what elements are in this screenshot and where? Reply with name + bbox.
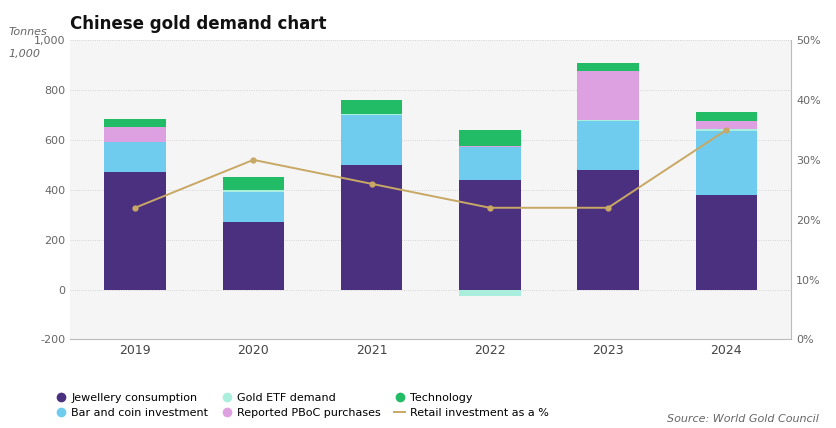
Bar xyxy=(341,100,402,114)
Bar xyxy=(696,195,757,290)
Text: Tonnes: Tonnes xyxy=(8,27,48,37)
Bar xyxy=(578,71,639,120)
Bar xyxy=(459,146,521,147)
Bar xyxy=(341,165,402,290)
Bar xyxy=(104,119,166,128)
Retail investment as a % xyxy=(485,205,495,210)
Bar xyxy=(459,147,521,180)
Retail investment as a % xyxy=(367,181,377,186)
Bar xyxy=(578,121,639,170)
Line: Retail investment as a %: Retail investment as a % xyxy=(133,128,729,210)
Bar xyxy=(222,177,284,190)
Bar xyxy=(104,128,166,143)
Text: 1,000: 1,000 xyxy=(8,49,41,59)
Bar xyxy=(696,131,757,195)
Bar xyxy=(222,222,284,290)
Bar xyxy=(459,180,521,290)
Retail investment as a % xyxy=(603,205,613,210)
Retail investment as a % xyxy=(130,205,140,210)
Bar xyxy=(222,190,284,192)
Bar xyxy=(459,290,521,296)
Text: Source: World Gold Council: Source: World Gold Council xyxy=(667,414,819,424)
Bar xyxy=(578,170,639,290)
Bar xyxy=(578,62,639,71)
Bar xyxy=(222,192,284,222)
Bar xyxy=(578,120,639,121)
Bar xyxy=(341,115,402,165)
Legend: Jewellery consumption, Bar and coin investment, Gold ETF demand, Reported PBoC p: Jewellery consumption, Bar and coin inve… xyxy=(56,392,548,418)
Retail investment as a % xyxy=(721,128,732,133)
Bar xyxy=(104,143,166,172)
Bar xyxy=(696,113,757,121)
Text: Chinese gold demand chart: Chinese gold demand chart xyxy=(70,15,327,33)
Bar xyxy=(696,121,757,129)
Bar xyxy=(696,129,757,131)
Bar xyxy=(459,130,521,146)
Bar xyxy=(341,114,402,115)
Bar xyxy=(104,172,166,290)
Retail investment as a % xyxy=(248,158,258,163)
